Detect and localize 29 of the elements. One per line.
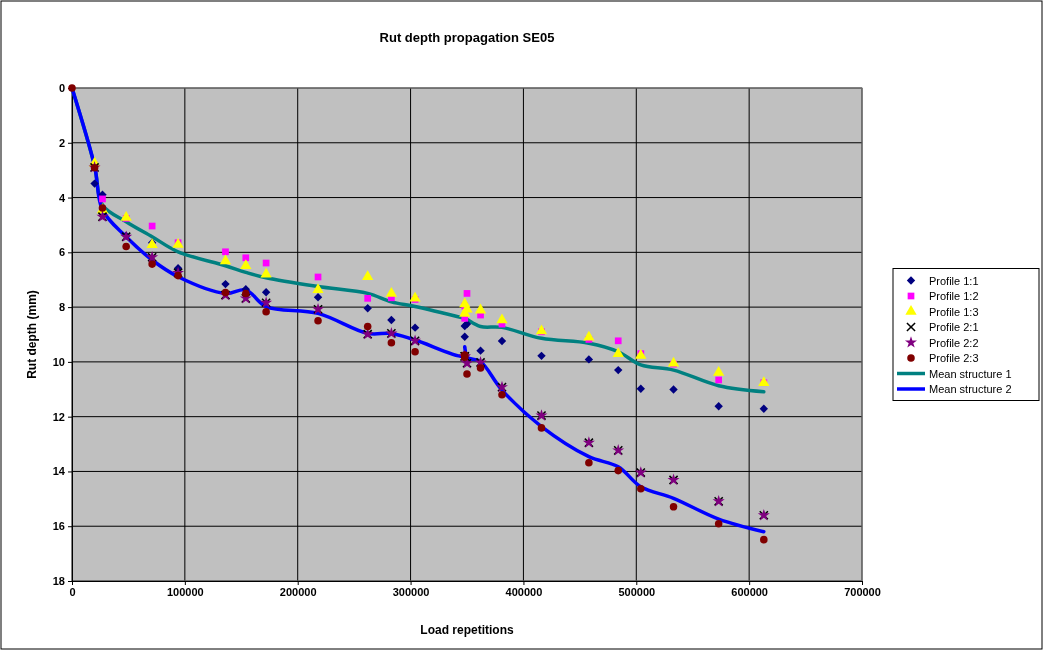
y-tick-label: 16 [52,520,65,533]
y-tick-label: 6 [58,246,65,259]
legend-label: Mean structure 1 [929,367,1012,380]
y-tick-label: 2 [58,136,65,149]
y-tick-label: 12 [52,410,65,423]
y-tick-label: 4 [58,191,66,204]
y-tick-label: 10 [52,355,65,368]
legend-label: Profile 2:1 [929,321,979,333]
x-tick-label: 600000 [731,585,768,598]
y-tick-label: 0 [58,82,65,95]
x-tick-label: 300000 [392,585,430,598]
legend-label: Mean structure 2 [929,383,1012,395]
y-axis-title: Rut depth (mm) [25,290,39,379]
x-tick-label: 400000 [505,585,543,598]
legend-label: Profile 1:3 [929,305,979,318]
x-tick-label: 200000 [279,585,317,598]
chart-title: Rut depth propagation SE05 [379,30,555,45]
y-tick-label: 8 [58,301,65,314]
legend-label: Profile 1:2 [929,290,979,302]
legend-label: Profile 2:2 [929,336,979,349]
x-tick-label: 0 [69,585,76,598]
x-tick-label: 100000 [167,585,204,598]
legend-label: Profile 1:1 [929,274,979,287]
x-axis-title: Load repetitions [420,623,514,637]
x-tick-label: 500000 [618,585,656,598]
x-tick-label: 700000 [844,585,881,598]
y-tick-label: 18 [52,575,65,588]
y-tick-label: 14 [52,465,66,478]
legend-label: Profile 2:3 [929,352,979,364]
